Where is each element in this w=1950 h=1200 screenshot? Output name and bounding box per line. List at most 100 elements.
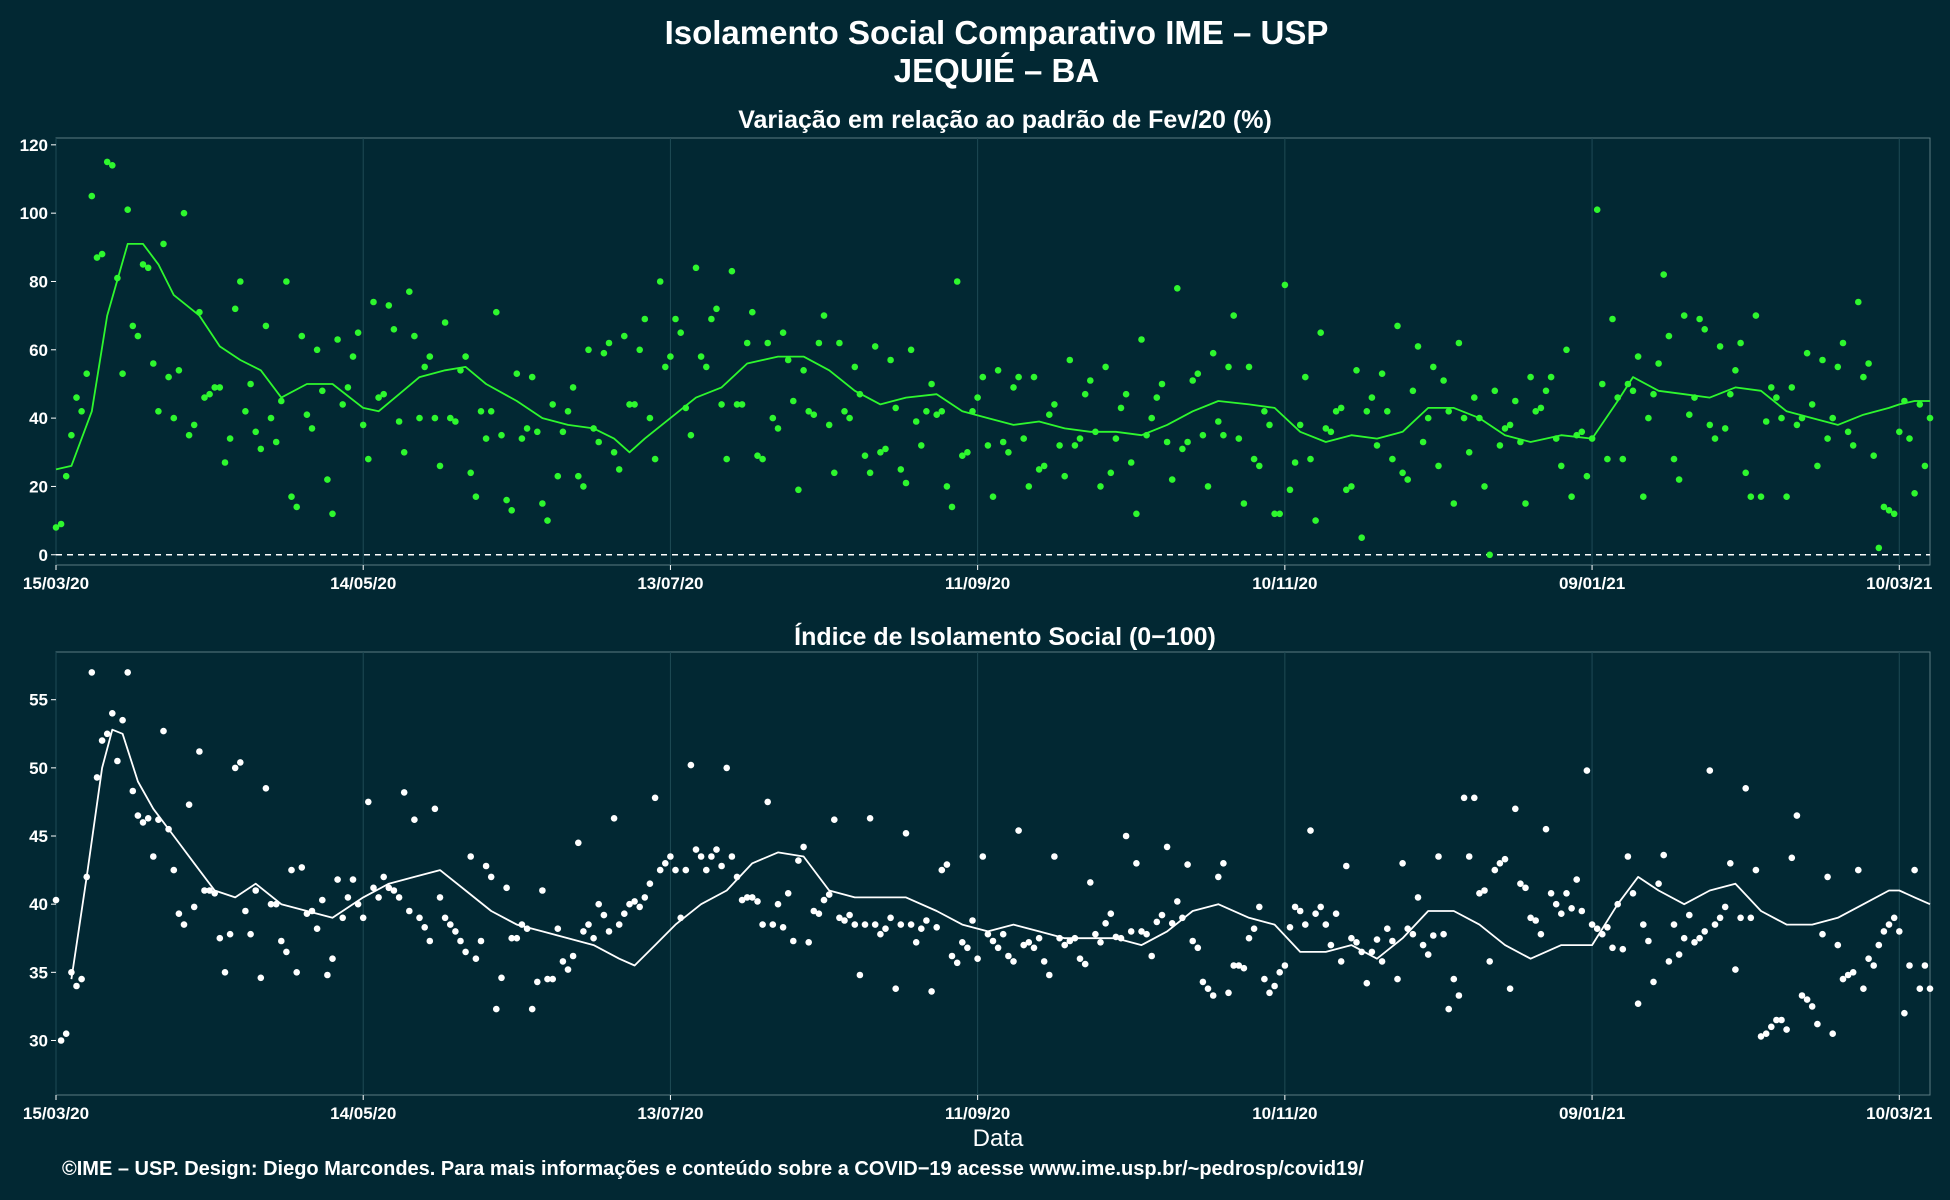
isolation-point <box>452 928 459 935</box>
variation-point <box>1501 425 1509 432</box>
isolation-point <box>1148 952 1155 960</box>
variation-point <box>718 401 725 408</box>
isolation-point <box>339 914 347 922</box>
isolation-point <box>779 924 787 931</box>
isolation-point <box>139 819 147 826</box>
variation-point <box>1814 462 1821 470</box>
variation-point <box>1675 476 1683 483</box>
isolation-point <box>1261 975 1268 983</box>
variation-point <box>93 254 101 261</box>
variation-point <box>1261 408 1268 415</box>
isolation-point <box>1046 971 1053 979</box>
isolation-point <box>1552 900 1560 908</box>
variation-point <box>631 401 638 408</box>
isolation-point <box>1286 924 1294 931</box>
isolation-point <box>1732 966 1739 973</box>
variation-point <box>687 431 695 439</box>
isolation-point <box>124 669 131 676</box>
variation-point <box>784 356 792 364</box>
variation-point <box>882 445 889 453</box>
variation-point <box>800 367 807 374</box>
isolation-point <box>621 910 628 917</box>
isolation-point <box>1168 920 1176 927</box>
variation-panel-title: Variação em relação ao padrão de Fev/20 … <box>738 106 1272 134</box>
isolation-point <box>334 876 341 883</box>
isolation-point <box>129 787 137 795</box>
variation-point <box>795 486 802 494</box>
isolation-point <box>426 937 434 945</box>
isolation-point <box>1880 928 1888 935</box>
variation-point <box>1394 322 1401 330</box>
isolation-point <box>1855 866 1862 874</box>
isolation-point <box>1680 934 1688 942</box>
variation-point <box>1256 462 1263 470</box>
variation-point <box>610 449 618 456</box>
variation-point <box>155 408 162 415</box>
isolation-point <box>319 896 326 904</box>
isolation-point <box>759 921 766 928</box>
variation-point <box>1506 421 1514 429</box>
isolation-point <box>831 816 838 823</box>
isolation-point <box>1875 941 1883 949</box>
isolation-point <box>226 930 234 938</box>
variation-point <box>713 305 720 313</box>
variation-point <box>1102 363 1109 371</box>
isolation-x-tick-label: 15/03/20 <box>23 1104 89 1123</box>
isolation-point <box>1824 873 1831 881</box>
isolation-y-tick-label: 30 <box>29 1031 48 1050</box>
isolation-point <box>221 969 229 976</box>
variation-point <box>708 315 715 323</box>
variation-point <box>365 455 372 463</box>
isolation-point <box>247 930 254 938</box>
variation-point <box>1926 414 1934 422</box>
variation-point <box>1496 442 1504 449</box>
variation-point <box>1317 329 1324 337</box>
main-title: Isolamento Social Comparativo IME – USP <box>664 14 1329 51</box>
variation-point <box>626 401 633 408</box>
variation-point <box>1025 483 1033 490</box>
isolation-point <box>109 710 116 717</box>
isolation-point <box>380 873 388 881</box>
variation-point <box>871 343 879 350</box>
isolation-point <box>1629 890 1637 897</box>
variation-point <box>1209 349 1217 357</box>
variation-point <box>636 346 643 354</box>
variation-x-tick-label: 15/03/20 <box>23 574 89 593</box>
variation-trend-line <box>55 242 1930 471</box>
isolation-point <box>1153 918 1161 926</box>
isolation-point <box>825 891 833 898</box>
isolation-point <box>1138 928 1145 935</box>
isolation-point <box>959 939 966 946</box>
variation-point <box>252 428 259 436</box>
isolation-point <box>237 759 244 766</box>
isolation-point <box>887 914 894 922</box>
variation-point <box>1240 500 1248 507</box>
isolation-point <box>1455 992 1463 999</box>
isolation-point <box>201 887 208 894</box>
isolation-point <box>1394 975 1401 983</box>
isolation-point <box>431 805 439 813</box>
isolation-point <box>790 937 797 945</box>
isolation-point <box>1409 930 1417 938</box>
isolation-point <box>1762 1030 1770 1037</box>
variation-point <box>1512 397 1519 405</box>
isolation-point <box>1901 1009 1908 1017</box>
isolation-point <box>1450 975 1458 983</box>
isolation-point <box>1209 992 1217 999</box>
isolation-point <box>262 785 270 792</box>
variation-point <box>759 455 766 463</box>
isolation-point <box>723 764 730 772</box>
isolation-point <box>1127 928 1135 935</box>
variation-point <box>1435 462 1442 470</box>
variation-point <box>359 421 367 429</box>
variation-point <box>1005 449 1012 456</box>
variation-point <box>805 408 812 415</box>
variation-point <box>1276 510 1283 518</box>
isolation-point <box>78 975 85 983</box>
variation-point <box>1122 390 1130 398</box>
variation-point <box>974 394 981 401</box>
isolation-y-tick-label: 55 <box>29 691 48 710</box>
variation-point <box>1650 390 1657 398</box>
isolation-point <box>1532 917 1539 924</box>
